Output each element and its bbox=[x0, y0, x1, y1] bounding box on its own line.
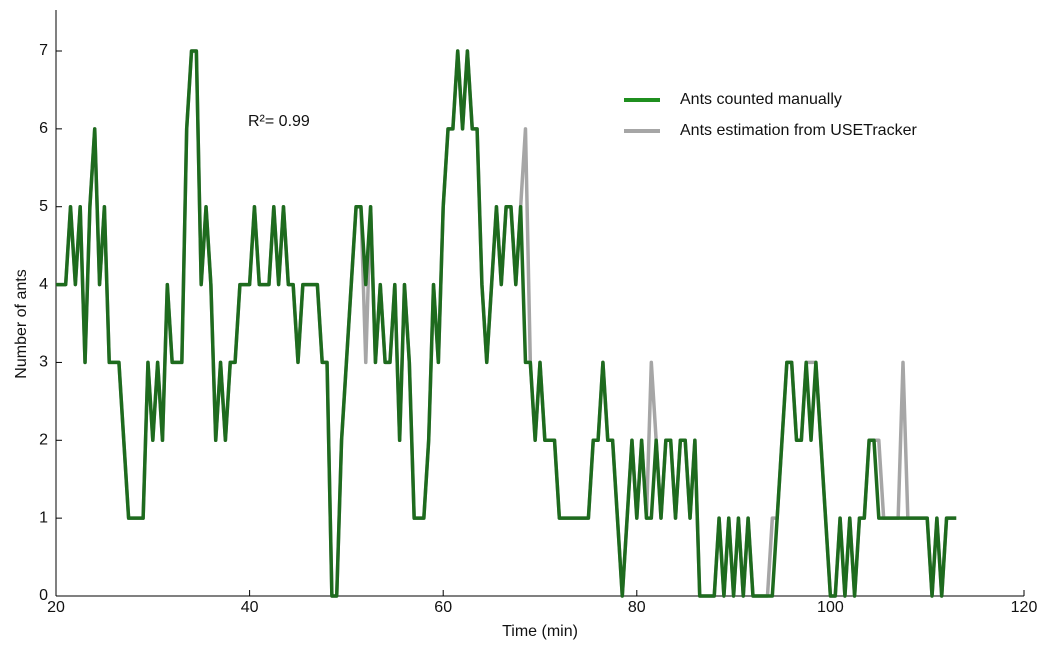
legend-label: Ants counted manually bbox=[680, 91, 842, 108]
y-tick-label: 7 bbox=[39, 42, 48, 59]
series-line bbox=[56, 49, 957, 598]
y-tick-label: 2 bbox=[39, 432, 48, 449]
y-tick-label: 4 bbox=[39, 276, 48, 293]
x-tick-label: 20 bbox=[47, 599, 65, 616]
x-tick-label: 120 bbox=[1011, 599, 1038, 616]
y-tick-label: 6 bbox=[39, 120, 48, 137]
y-tick-label: 1 bbox=[39, 509, 48, 526]
x-axis-label: Time (min) bbox=[502, 623, 578, 640]
x-tick-label: 60 bbox=[434, 599, 452, 616]
y-tick-label: 0 bbox=[39, 587, 48, 604]
x-tick-label: 40 bbox=[241, 599, 259, 616]
annotation: R²= 0.99 bbox=[248, 113, 310, 130]
y-tick-label: 3 bbox=[39, 354, 48, 371]
x-tick-label: 80 bbox=[628, 599, 646, 616]
y-tick-label: 5 bbox=[39, 198, 48, 215]
legend-label: Ants estimation from USETracker bbox=[680, 122, 917, 139]
y-axis-label: Number of ants bbox=[13, 269, 30, 378]
x-tick-label: 100 bbox=[817, 599, 844, 616]
